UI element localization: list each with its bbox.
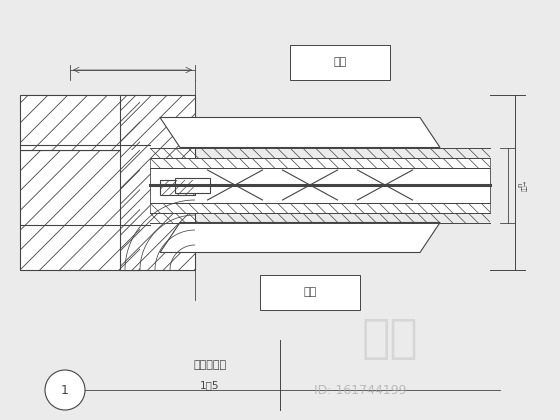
Bar <box>160 180 195 195</box>
Bar <box>20 95 140 150</box>
Bar <box>150 158 490 168</box>
Text: 厂内: 厂内 <box>304 288 316 297</box>
Bar <box>20 150 140 270</box>
Text: n: n <box>517 183 524 187</box>
Text: 厂外→: 厂外→ <box>522 179 528 191</box>
Text: 知末: 知末 <box>362 318 418 362</box>
Bar <box>160 180 195 195</box>
Text: 1：5: 1：5 <box>200 380 220 390</box>
Bar <box>150 147 490 158</box>
Text: 门套大样图: 门套大样图 <box>193 360 227 370</box>
Text: ID: 161744199: ID: 161744199 <box>314 383 406 396</box>
Bar <box>120 95 195 270</box>
Bar <box>175 178 210 192</box>
Polygon shape <box>160 118 440 147</box>
Bar <box>150 202 490 213</box>
Bar <box>150 202 490 213</box>
Bar <box>150 158 490 168</box>
Bar <box>150 168 490 202</box>
Bar <box>20 150 140 270</box>
Bar <box>120 95 195 270</box>
Bar <box>20 95 140 150</box>
Bar <box>150 213 490 223</box>
Text: 厂外: 厂外 <box>333 58 347 68</box>
Polygon shape <box>160 223 440 252</box>
Circle shape <box>45 370 85 410</box>
Text: 1: 1 <box>61 383 69 396</box>
Bar <box>290 45 390 80</box>
Bar <box>260 275 360 310</box>
